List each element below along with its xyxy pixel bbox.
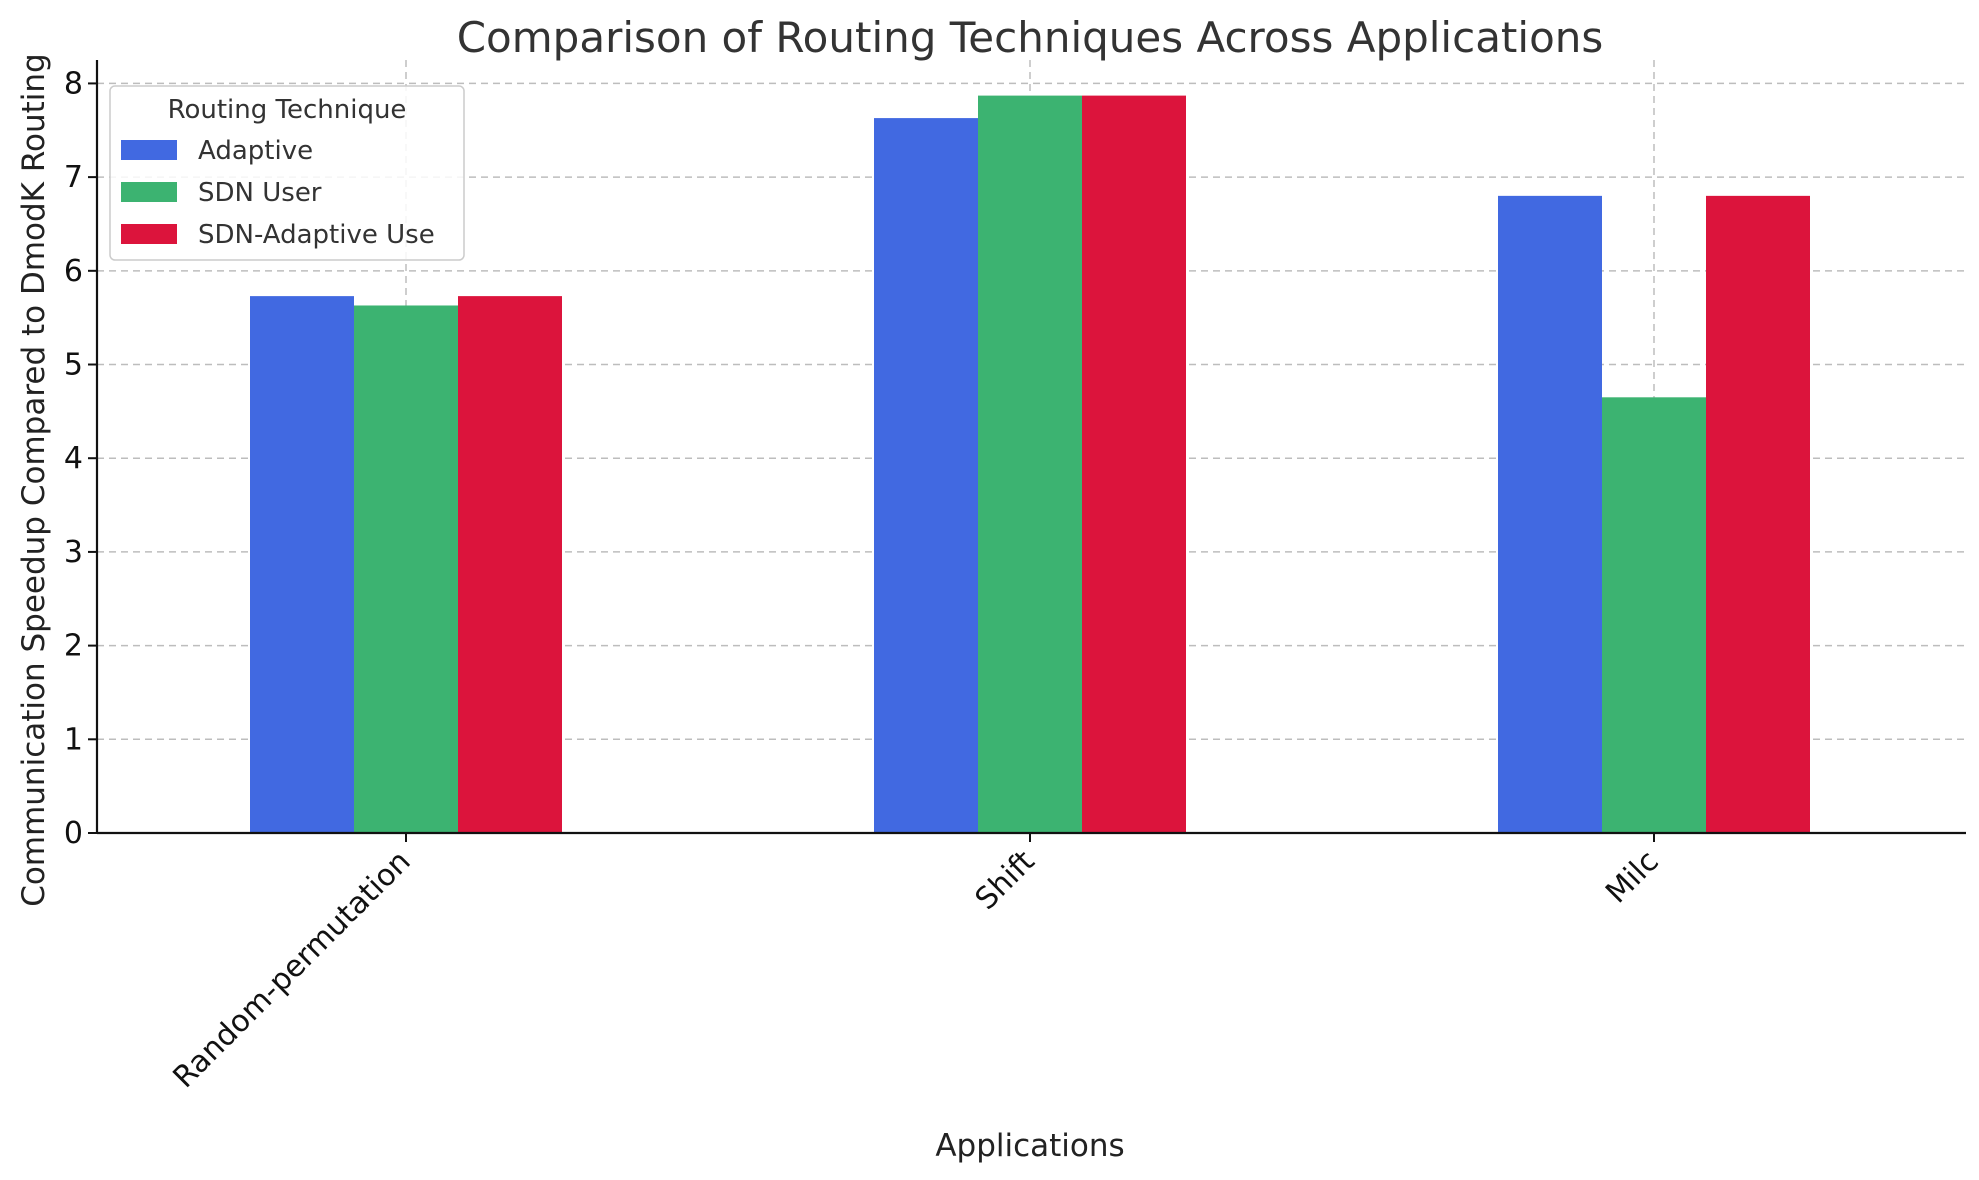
y-tick-label: 3 <box>64 535 83 570</box>
x-tick-label: Random-permutation <box>167 844 418 1095</box>
legend-entry: SDN-Adaptive Use <box>198 220 435 250</box>
y-tick-label: 4 <box>64 441 83 476</box>
y-tick-label: 7 <box>64 160 83 195</box>
legend-entry: Adaptive <box>198 136 313 166</box>
y-ticks: 0 1 2 3 4 5 6 7 8 <box>64 66 97 851</box>
legend-entry: SDN User <box>198 178 322 208</box>
bar <box>354 305 458 833</box>
y-tick-label: 8 <box>64 66 83 101</box>
y-tick-label: 6 <box>64 254 83 289</box>
x-tick-label: Shift <box>969 844 1042 917</box>
legend-box <box>109 85 465 261</box>
bar <box>1602 397 1706 833</box>
bars <box>250 95 1810 834</box>
x-tick-label: Milc <box>1599 844 1666 911</box>
legend-swatch <box>121 224 177 244</box>
y-tick-label: 0 <box>64 816 83 851</box>
y-tick-label: 5 <box>64 348 83 383</box>
legend: Routing Technique Adaptive SDN User SDN-Ad… <box>109 85 465 261</box>
legend-swatch <box>121 140 177 160</box>
y-tick-label: 2 <box>64 629 83 664</box>
x-ticks: Random-permutation Shift Milc <box>167 833 1666 1095</box>
y-axis-label: Communication Speedup Compared to DmodK … <box>16 53 52 906</box>
chart-title: Comparison of Routing Techniques Across … <box>457 13 1604 62</box>
bar <box>1498 195 1602 834</box>
y-tick-label: 1 <box>64 722 83 757</box>
bar <box>1706 195 1810 834</box>
bar <box>250 296 354 834</box>
bar <box>978 95 1082 833</box>
bar <box>1082 95 1186 833</box>
legend-swatch <box>121 182 177 202</box>
legend-title: Routing Technique <box>168 95 407 125</box>
x-axis-label: Applications <box>935 1128 1124 1164</box>
bar <box>458 296 562 834</box>
bar <box>874 118 978 834</box>
